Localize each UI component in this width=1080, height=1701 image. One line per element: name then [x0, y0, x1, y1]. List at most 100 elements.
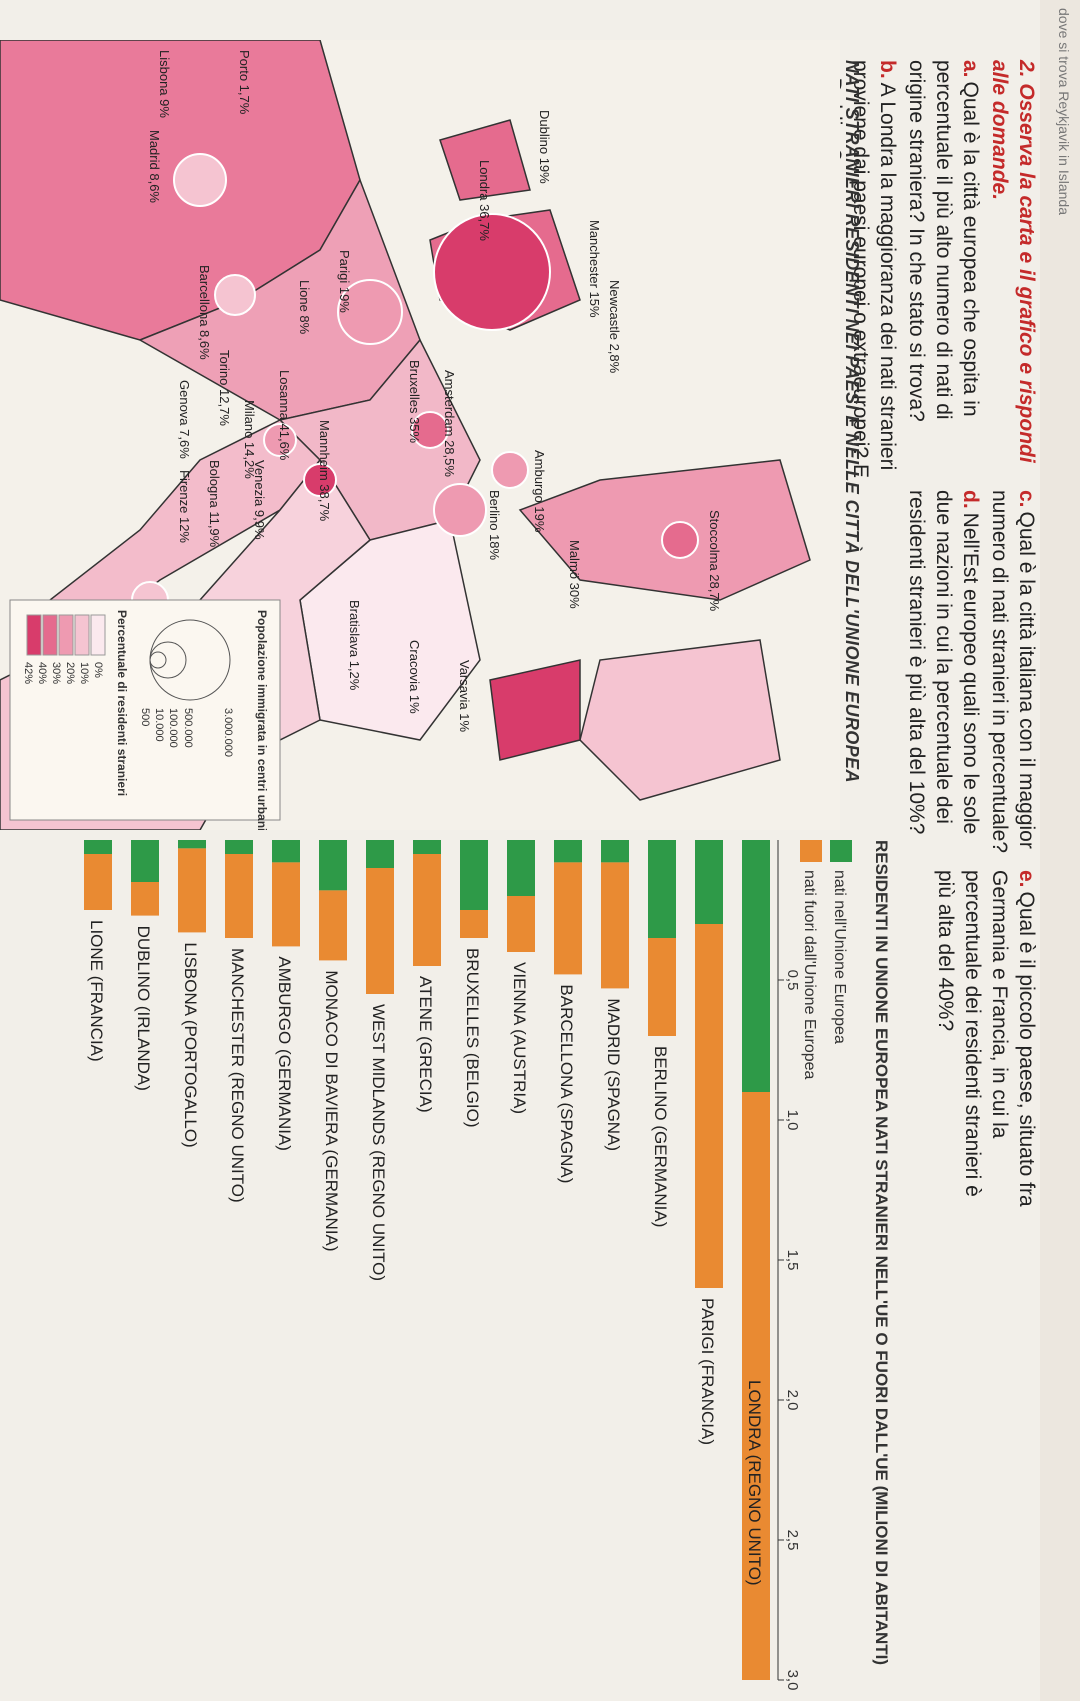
x-axis: 3,0 2,5 2,0 1,5 1,0 0,5: [777, 840, 801, 1691]
legend-color-value: 42%: [22, 662, 34, 684]
map-svg: Stoccolma 28,7% Malmö 30% Amsterdam 28,5% A…: [0, 40, 840, 830]
city-label: Losanna 41,6%: [277, 370, 292, 461]
tick-label: 2,0: [784, 1390, 801, 1411]
bar-non-eu: [225, 854, 253, 938]
legend-color-value: 20%: [64, 662, 76, 684]
bar-non-eu: [366, 868, 394, 994]
tick-label: 2,5: [784, 1530, 801, 1551]
city-label: Bruxelles 35%: [407, 360, 422, 444]
bar-non-eu: [648, 938, 676, 1036]
bar-eu: [84, 840, 112, 854]
exercise-title: 2. Osserva la carta e il grafico e rispo…: [988, 60, 1038, 463]
city-circle-amsterdam: [411, 411, 449, 449]
legend-swatch: [58, 614, 74, 656]
bar-eu: [460, 840, 488, 910]
bar-eu: [742, 840, 770, 1092]
legend-swatch: [74, 614, 90, 656]
tick-label: 1,5: [784, 1250, 801, 1271]
bar-eu: [366, 840, 394, 868]
legend-label: nati fuori dall'Unione Europea: [801, 870, 818, 1080]
bar-non-eu: [601, 862, 629, 989]
legend-color-value: 0%: [92, 662, 104, 678]
legend-size-2: 100.000: [167, 708, 179, 748]
stacked-bar-chart: RESIDENTI IN UNIONE EUROPEA NATI STRANIE…: [0, 820, 900, 1700]
tick-label: 1,0: [784, 1110, 801, 1131]
city-label: Manchester 15%: [587, 220, 602, 318]
bar-non-eu: [554, 862, 582, 975]
city-label: Mannheim 38,7%: [317, 420, 332, 522]
city-label: Firenze 12%: [177, 470, 192, 543]
top-strip: dove si trova Reykjavik in Islanda: [1040, 0, 1080, 1701]
bar-eu: [601, 840, 629, 863]
city-label: Amsterdam 28,5%: [442, 370, 457, 477]
question-e: e.Qual è il piccolo paese, situato fra G…: [934, 870, 1038, 1207]
category-label: LIONE (FRANCIA): [87, 920, 106, 1062]
bar-non-eu: [178, 848, 206, 933]
bar-eu: [507, 840, 535, 896]
city-circle-berlin: [433, 483, 487, 537]
city-circle-london: [433, 213, 551, 331]
map-legend: Popolazione immigrata in centri urbani 3…: [9, 599, 281, 830]
bar-non-eu: [742, 1092, 770, 1680]
city-label: Torino 12,7%: [217, 350, 232, 426]
bar-non-eu: [131, 882, 159, 916]
category-label: LISBONA (PORTOGALLO): [181, 942, 200, 1147]
category-label: WEST MIDLANDS (REGNO UNITO): [369, 1004, 388, 1281]
city-label: Porto 1,7%: [237, 50, 252, 115]
bar-eu: [319, 840, 347, 891]
category-label: MADRID (SPAGNA): [604, 998, 623, 1151]
category-label: MONACO DI BAVIERA (GERMANIA): [322, 970, 341, 1251]
legend-label: nati nell'Unione Europea: [831, 870, 848, 1044]
city-label: Bratislava 1,2%: [347, 600, 362, 691]
bar-eu: [272, 840, 300, 863]
tick-label: 0,5: [784, 970, 801, 991]
questions-column-2: c.Qual è la città italiana con il maggio…: [901, 490, 1040, 860]
running-head: dove si trova Reykjavik in Islanda: [1056, 8, 1072, 215]
city-label: Venezia 9,9%: [252, 460, 267, 540]
category-label: ATENE (GRECIA): [416, 976, 435, 1113]
legend-swatch: [830, 840, 852, 862]
bar-eu: [413, 840, 441, 854]
city-label: Londra 36,7%: [477, 160, 492, 241]
chart-title: RESIDENTI IN UNIONE EUROPEA NATI STRANIE…: [872, 840, 891, 1665]
questions-column-3: e.Qual è il piccolo paese, situato fra G…: [930, 870, 1040, 1210]
category-label: BRUXELLES (BELGIO): [463, 948, 482, 1128]
city-label: Lisbona 9%: [157, 50, 172, 118]
tick-label: 3,0: [784, 1670, 801, 1691]
question-c: c.Qual è la città italiana con il maggio…: [988, 490, 1038, 854]
city-circle-paris: [337, 279, 403, 345]
city-label: Madrid 8,6%: [147, 130, 162, 203]
city-label: Amburgo 19%: [532, 450, 547, 533]
chart-svg: RESIDENTI IN UNIONE EUROPEA NATI STRANIE…: [84, 840, 891, 1691]
city-circle-milan: [263, 423, 297, 457]
legend-size-4: 500: [139, 708, 151, 726]
legend-swatch: [800, 840, 822, 862]
bar-eu: [178, 840, 206, 849]
legend-swatch: [26, 614, 42, 656]
legend-color-value: 40%: [36, 662, 48, 684]
legend-size-1: 500.000: [182, 708, 194, 748]
category-label: MANCHESTER (REGNO UNITO): [228, 948, 247, 1203]
city-circle-madrid: [173, 153, 227, 207]
category-label: BERLINO (GERMANIA): [651, 1046, 670, 1227]
bar-non-eu: [460, 910, 488, 938]
category-label: PARIGI (FRANCIA): [698, 1298, 717, 1445]
legend-color-value: 30%: [50, 662, 62, 684]
question-a: a.Qual è la città europea che ospita in …: [905, 60, 982, 422]
bar-non-eu: [319, 890, 347, 961]
legend-swatch: [90, 614, 106, 656]
bar-non-eu: [84, 854, 112, 910]
bar-non-eu: [272, 862, 300, 947]
category-label: BARCELLONA (SPAGNA): [557, 984, 576, 1183]
city-label: Genova 7,6%: [177, 380, 192, 459]
legend-color-title: Percentuale di residenti stranieri: [115, 610, 129, 796]
bar-non-eu: [695, 924, 723, 1288]
legend-size-3: 10.000: [153, 708, 165, 742]
city-circle-mannheim: [303, 463, 337, 497]
category-label: VIENNA (AUSTRIA): [510, 962, 529, 1114]
city-circle-hamburg: [491, 451, 529, 489]
city-label: Malmö 30%: [567, 540, 582, 609]
city-label: Berlino 18%: [487, 490, 502, 561]
